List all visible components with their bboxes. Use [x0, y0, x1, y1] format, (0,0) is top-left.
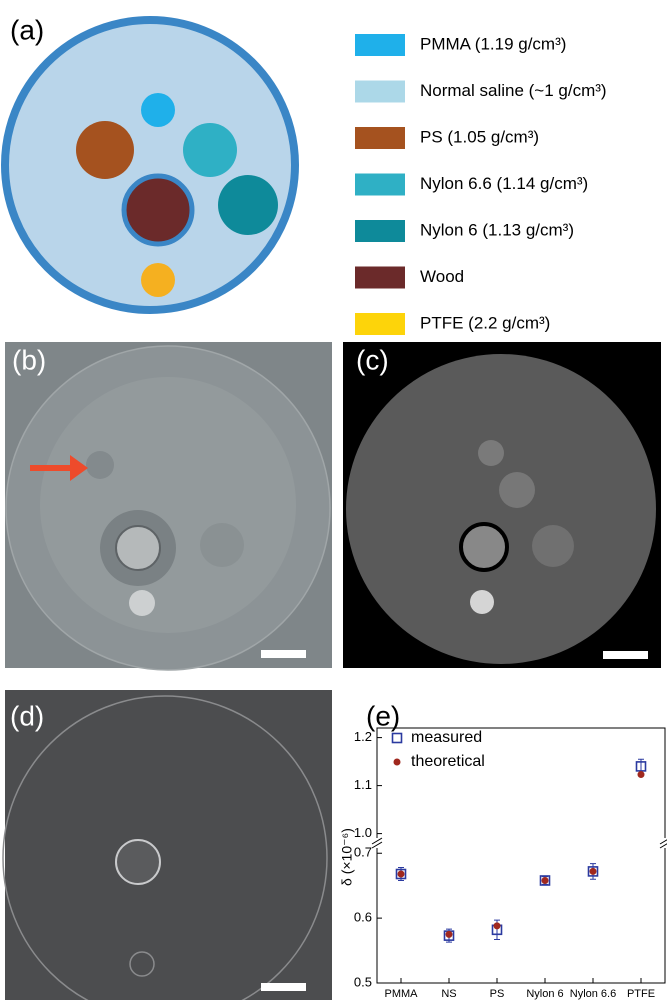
- legend-label: measured: [411, 729, 482, 746]
- figure: (a) (b) (c) (d) (e) δ (×10⁻⁶) PMMA (1.19…: [0, 0, 667, 1000]
- y-tick-label: 0.7: [354, 845, 372, 860]
- pmma-rod: [141, 93, 175, 127]
- y-axis-label: δ (×10⁻⁶): [339, 828, 355, 886]
- legend-swatch: [355, 313, 405, 335]
- legend-swatch: [355, 267, 405, 289]
- y-tick-label: 0.6: [354, 910, 372, 925]
- rod-b: [200, 523, 244, 567]
- nylon6-rod: [218, 175, 278, 235]
- panel-label: (d): [10, 700, 44, 731]
- wood-d: [116, 840, 160, 884]
- panel-label: (e): [366, 700, 400, 731]
- legend-swatch: [355, 34, 405, 56]
- image-d: [5, 690, 332, 1000]
- ptfe-c: [470, 590, 494, 614]
- legend-swatch: [355, 127, 405, 149]
- marker: [638, 771, 645, 778]
- ptfe-rod: [141, 263, 175, 297]
- legend-marker: [393, 734, 402, 743]
- y-tick-label: 1.1: [354, 777, 372, 792]
- legend-label: theoretical: [411, 753, 485, 770]
- marker: [590, 868, 597, 875]
- x-tick-label: NS: [441, 988, 456, 1000]
- rod-c: [532, 525, 574, 567]
- x-tick-label: PS: [490, 988, 505, 1000]
- y-tick-label: 1.2: [354, 729, 372, 744]
- rod-c: [499, 472, 535, 508]
- legend-label: PTFE (2.2 g/cm³): [420, 313, 550, 332]
- wood-b: [116, 526, 160, 570]
- legend-label: Nylon 6 (1.13 g/cm³): [420, 220, 574, 239]
- legend-label: PS (1.05 g/cm³): [420, 127, 539, 146]
- panel-label: (c): [356, 344, 389, 375]
- saline-b: [40, 377, 296, 633]
- panel-label: (a): [10, 14, 44, 45]
- marker: [398, 871, 405, 878]
- legend-label: PMMA (1.19 g/cm³): [420, 34, 566, 53]
- marker: [494, 922, 501, 929]
- panel-label: (b): [12, 344, 46, 375]
- legend-label: Wood: [420, 267, 464, 286]
- legend-label: Nylon 6.6 (1.14 g/cm³): [420, 174, 588, 193]
- ptfe-b: [129, 590, 155, 616]
- x-tick-label: PMMA: [385, 988, 419, 1000]
- x-tick-label: Nylon 6.6: [570, 988, 616, 1000]
- axis-break: [373, 838, 667, 848]
- marker: [446, 931, 453, 938]
- legend-swatch: [355, 174, 405, 196]
- scale-bar: [261, 650, 306, 658]
- x-tick-label: Nylon 6: [526, 988, 563, 1000]
- nylon66-rod: [183, 123, 237, 177]
- ps-rod: [76, 121, 134, 179]
- legend-swatch: [355, 81, 405, 103]
- wood-rod: [124, 176, 192, 244]
- phantom-c: [346, 354, 656, 664]
- marker: [542, 877, 549, 884]
- legend-marker: [394, 759, 401, 766]
- rod-b: [86, 451, 114, 479]
- scale-bar: [261, 983, 306, 991]
- legend-label: Normal saline (~1 g/cm³): [420, 81, 607, 100]
- rod-c: [478, 440, 504, 466]
- x-tick-label: PTFE: [627, 988, 655, 1000]
- wood-c: [461, 524, 507, 570]
- legend-swatch: [355, 220, 405, 242]
- y-tick-label: 0.5: [354, 974, 372, 989]
- y-tick-label: 1.0: [354, 825, 372, 840]
- scale-bar: [603, 651, 648, 659]
